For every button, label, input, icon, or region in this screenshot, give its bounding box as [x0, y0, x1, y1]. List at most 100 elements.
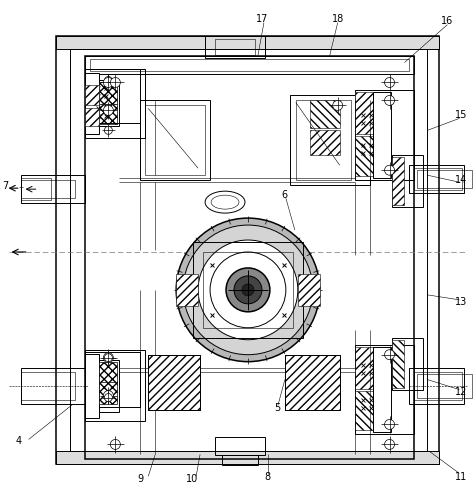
Bar — [355, 136, 373, 176]
Circle shape — [384, 165, 394, 175]
Bar — [85, 108, 100, 126]
Circle shape — [103, 78, 113, 88]
Bar — [100, 104, 118, 124]
Text: 10: 10 — [186, 474, 198, 484]
Text: 15: 15 — [455, 110, 467, 120]
Bar — [410, 165, 465, 193]
Circle shape — [384, 78, 394, 88]
Text: 17: 17 — [256, 14, 268, 24]
Bar — [21, 372, 75, 399]
Bar — [176, 274, 198, 306]
Circle shape — [176, 218, 320, 362]
Circle shape — [384, 419, 394, 430]
Bar — [85, 72, 100, 134]
Bar — [85, 68, 145, 138]
Bar — [21, 368, 85, 403]
Bar — [410, 368, 465, 403]
Circle shape — [384, 96, 394, 105]
Bar — [418, 374, 472, 397]
Bar — [355, 391, 373, 431]
Circle shape — [104, 354, 112, 362]
Bar — [392, 338, 423, 390]
Text: 13: 13 — [455, 297, 467, 307]
Bar — [85, 68, 140, 123]
Text: 5: 5 — [274, 402, 280, 412]
Bar — [55, 36, 439, 464]
Bar — [100, 83, 118, 104]
Text: 11: 11 — [455, 472, 467, 482]
Circle shape — [384, 440, 394, 449]
Bar — [298, 274, 320, 306]
Ellipse shape — [211, 195, 239, 209]
Circle shape — [226, 268, 270, 312]
Bar — [392, 340, 403, 388]
Bar — [85, 55, 414, 74]
Bar — [85, 86, 100, 105]
Bar — [355, 346, 373, 389]
Bar — [296, 100, 351, 180]
Circle shape — [234, 276, 262, 304]
Bar — [222, 455, 258, 465]
Bar — [285, 355, 340, 409]
Circle shape — [103, 105, 113, 115]
Bar — [285, 355, 340, 409]
Bar — [355, 93, 373, 134]
Circle shape — [104, 126, 112, 134]
Text: 9: 9 — [137, 474, 143, 484]
Bar — [203, 252, 293, 328]
Text: 8: 8 — [265, 472, 271, 482]
Bar — [21, 180, 75, 198]
Circle shape — [333, 100, 343, 110]
Bar — [55, 36, 439, 49]
Circle shape — [104, 77, 112, 85]
Bar — [414, 372, 462, 399]
Bar — [140, 100, 210, 180]
Bar — [85, 55, 414, 459]
Bar — [85, 349, 145, 421]
Text: 16: 16 — [441, 16, 454, 26]
Bar — [85, 354, 100, 417]
Circle shape — [110, 440, 120, 449]
Bar — [100, 360, 119, 411]
Text: 7: 7 — [2, 181, 9, 191]
Bar — [215, 39, 255, 54]
Bar — [85, 385, 100, 402]
Bar — [21, 178, 51, 200]
Bar — [290, 96, 370, 185]
Circle shape — [183, 225, 313, 355]
Bar — [148, 355, 200, 409]
Bar — [148, 355, 200, 409]
Bar — [418, 170, 472, 188]
Bar — [310, 100, 340, 128]
Bar — [21, 175, 85, 203]
Text: 14: 14 — [455, 175, 467, 185]
Text: 4: 4 — [16, 437, 22, 446]
Bar — [373, 346, 391, 433]
Bar — [215, 438, 265, 455]
Bar — [193, 242, 303, 338]
Text: 12: 12 — [455, 387, 467, 396]
Bar — [85, 351, 140, 406]
Circle shape — [110, 78, 120, 88]
Bar — [55, 451, 439, 464]
Ellipse shape — [205, 191, 245, 213]
Bar — [91, 58, 410, 70]
Circle shape — [210, 252, 286, 328]
Text: 6: 6 — [282, 190, 288, 200]
Bar — [145, 105, 205, 175]
Bar — [355, 345, 414, 435]
Circle shape — [103, 391, 113, 400]
Bar — [310, 130, 340, 155]
Circle shape — [104, 394, 112, 401]
Bar — [373, 93, 391, 178]
Bar — [71, 49, 428, 451]
Circle shape — [198, 240, 298, 340]
Bar — [355, 91, 414, 180]
Circle shape — [242, 284, 254, 296]
Bar — [205, 36, 265, 57]
Bar — [100, 362, 118, 384]
Circle shape — [103, 353, 113, 363]
Bar — [100, 382, 118, 403]
Text: 18: 18 — [332, 14, 344, 24]
Bar — [392, 157, 403, 205]
